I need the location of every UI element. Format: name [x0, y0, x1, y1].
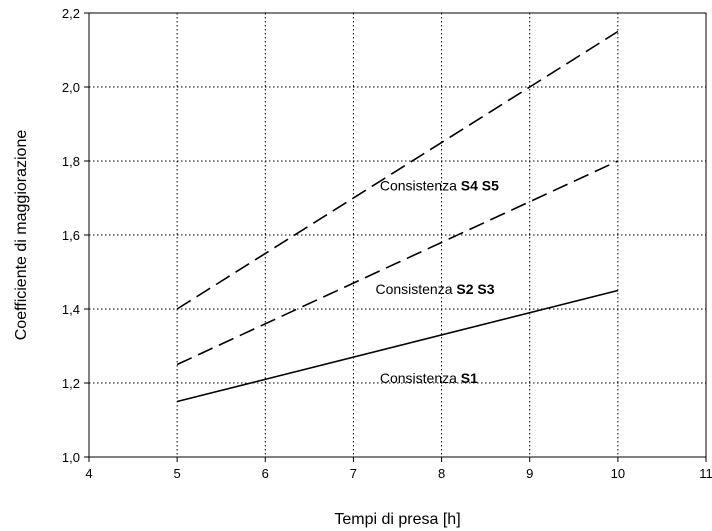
x-tick-label: 10: [611, 466, 625, 481]
series-annotation: Consistenza S4 S5: [380, 178, 499, 194]
series-line-s4-s5: [176, 30, 619, 310]
x-tick-label: 8: [438, 466, 445, 481]
series-line-s1: [176, 289, 619, 403]
series-annotation: Consistenza S1: [380, 370, 478, 386]
series-annotation: Consistenza S2 S3: [375, 281, 494, 297]
x-tick-label: 11: [699, 466, 712, 481]
grid: [89, 13, 706, 457]
y-axis-label: Coefficiente di maggiorazione: [13, 130, 30, 341]
x-tick-label: 7: [350, 466, 357, 481]
annotation-series-code: S4 S5: [461, 178, 499, 194]
x-axis-label: Tempi di presa [h]: [334, 511, 460, 528]
series-lines: [176, 30, 619, 403]
x-tick-label: 5: [174, 466, 181, 481]
y-tick-label: 2,2: [62, 6, 80, 21]
annotation-prefix: Consistenza: [380, 370, 461, 386]
y-tick-label: 1,4: [62, 302, 80, 317]
x-tick-label: 4: [85, 466, 92, 481]
annotation-prefix: Consistenza: [380, 178, 461, 194]
series-line-s2-s3: [176, 160, 619, 366]
y-tick-label: 1,0: [62, 450, 80, 465]
ticks: 4 5 6 7 8 9 10 11 1,0 1,2 1,4 1,6 1,8 2,0 2,2: [62, 6, 712, 481]
annotation-prefix: Consistenza: [375, 281, 456, 297]
annotation-series-code: S1: [461, 370, 478, 386]
y-tick-label: 1,8: [62, 154, 80, 169]
y-tick-label: 1,6: [62, 228, 80, 243]
annotation-series-code: S2 S3: [456, 281, 494, 297]
x-tick-label: 9: [526, 466, 533, 481]
y-tick-label: 2,0: [62, 80, 80, 95]
y-tick-label: 1,2: [62, 376, 80, 391]
x-tick-label: 6: [262, 466, 269, 481]
